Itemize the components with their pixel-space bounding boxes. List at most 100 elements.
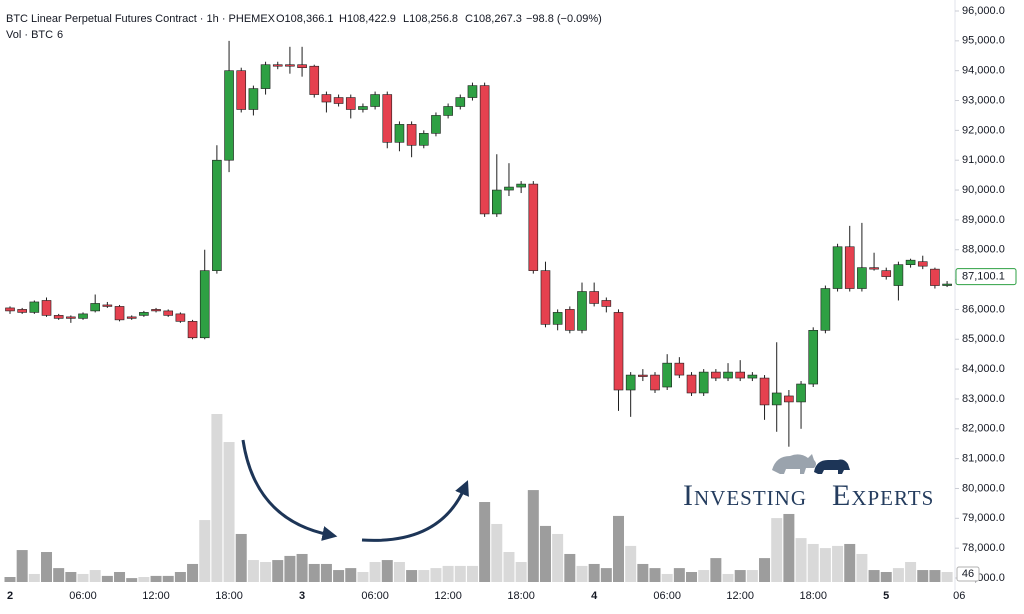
volume-bar xyxy=(174,572,186,582)
y-tick-label: 92,000.0 xyxy=(962,124,1005,136)
volume-bar xyxy=(539,525,551,582)
volume-bar xyxy=(442,565,454,582)
volume-bar xyxy=(613,515,624,582)
volume-legend-value: 6 xyxy=(57,29,63,41)
candle-body xyxy=(796,383,806,403)
candle-body xyxy=(528,183,539,271)
candle-body xyxy=(698,371,709,394)
volume-bar xyxy=(588,563,600,582)
x-tick-label: 06:00 xyxy=(653,590,681,602)
volume-bar xyxy=(65,572,77,582)
y-tick-label: 93,000.0 xyxy=(962,94,1005,106)
price-axis: 77,000.078,000.079,000.080,000.081,000.0… xyxy=(954,0,1024,614)
candle-body xyxy=(394,124,405,143)
candle-body xyxy=(491,189,502,215)
y-tick-label: 88,000.0 xyxy=(962,244,1005,256)
candle-body xyxy=(905,259,916,265)
bull-icon xyxy=(772,454,816,474)
y-tick-label: 82,000.0 xyxy=(962,423,1005,435)
volume-bar xyxy=(759,558,771,582)
y-tick-label: 85,000.0 xyxy=(962,333,1005,345)
candle-body xyxy=(151,309,161,312)
x-tick-label: 3 xyxy=(299,590,305,602)
candle-body xyxy=(5,307,15,312)
volume-bar xyxy=(491,523,503,582)
candle-body xyxy=(516,183,526,188)
volume-bar xyxy=(807,543,819,582)
candle-body xyxy=(820,288,831,331)
volume-bar xyxy=(661,573,673,582)
y-tick-label: 94,000.0 xyxy=(962,65,1005,77)
candle-body xyxy=(212,159,222,271)
candle-body xyxy=(832,246,843,289)
volume-bar xyxy=(600,568,612,582)
x-tick-label: 18:00 xyxy=(799,590,827,602)
volume-bar xyxy=(905,562,917,582)
volume-bar xyxy=(418,570,430,582)
volume-bar xyxy=(89,570,101,582)
candle-body xyxy=(686,374,697,394)
volume-bar xyxy=(101,575,113,582)
last-volume-box xyxy=(956,566,980,582)
volume-bar xyxy=(284,555,296,582)
x-tick-label: 18:00 xyxy=(507,590,535,602)
candle-body xyxy=(163,310,174,316)
volume-bar xyxy=(235,533,247,582)
candle-body xyxy=(406,124,417,146)
candle-body xyxy=(358,106,368,110)
volume-bar xyxy=(211,414,223,582)
volume-bar xyxy=(187,563,199,582)
candle-layer xyxy=(5,40,952,447)
candle-body xyxy=(455,97,466,107)
candle-body xyxy=(321,94,332,103)
volume-bar xyxy=(673,568,685,582)
volume-bar xyxy=(114,572,126,582)
volume-bar xyxy=(28,573,40,582)
candle-body xyxy=(224,70,234,161)
volume-bar xyxy=(308,563,320,582)
candle-body xyxy=(139,312,149,316)
volume-bar xyxy=(320,563,332,582)
candle-body xyxy=(175,313,186,322)
volume-bar xyxy=(698,570,710,582)
volume-bar xyxy=(941,572,953,582)
volume-bar xyxy=(868,570,880,582)
candle-body xyxy=(333,97,344,104)
candle-body xyxy=(114,306,125,321)
volume-bar xyxy=(41,552,53,582)
candle-body xyxy=(199,270,210,339)
volume-bar xyxy=(783,513,795,582)
candle-body xyxy=(930,268,940,286)
volume-bar xyxy=(515,562,527,582)
candle-body xyxy=(467,85,478,98)
ohlc-label: O108,366.1 xyxy=(276,13,334,25)
ohlc-label: L108,256.8 xyxy=(403,13,458,25)
volume-bar xyxy=(150,575,162,582)
volume-bar xyxy=(564,553,576,582)
candle-body xyxy=(504,186,514,191)
arrow xyxy=(241,439,338,541)
x-tick-label: 06 xyxy=(953,590,965,602)
candle-body xyxy=(893,264,904,286)
x-tick-label: 4 xyxy=(591,590,598,602)
volume-bar xyxy=(503,552,515,582)
candle-body xyxy=(747,374,758,379)
candle-body xyxy=(236,70,247,110)
candle-body xyxy=(126,316,137,319)
candle-body xyxy=(735,371,746,379)
volume-bar xyxy=(552,533,564,582)
candle-body xyxy=(187,321,198,339)
candle-body xyxy=(844,246,855,289)
candle-body xyxy=(552,312,563,325)
candle-body xyxy=(759,377,770,406)
ohlc-label: −98.8 (−0.09%) xyxy=(526,13,602,25)
candle-body xyxy=(942,283,952,286)
candle-body xyxy=(66,316,76,319)
symbol-title: BTC Linear Perpetual Futures Contract · … xyxy=(6,13,276,25)
candle-body xyxy=(17,309,27,313)
candle-body xyxy=(771,392,782,406)
candle-body xyxy=(577,291,587,331)
legend: BTC Linear Perpetual Futures Contract · … xyxy=(6,13,602,41)
candle-body xyxy=(711,371,721,379)
volume-bar xyxy=(819,548,831,582)
